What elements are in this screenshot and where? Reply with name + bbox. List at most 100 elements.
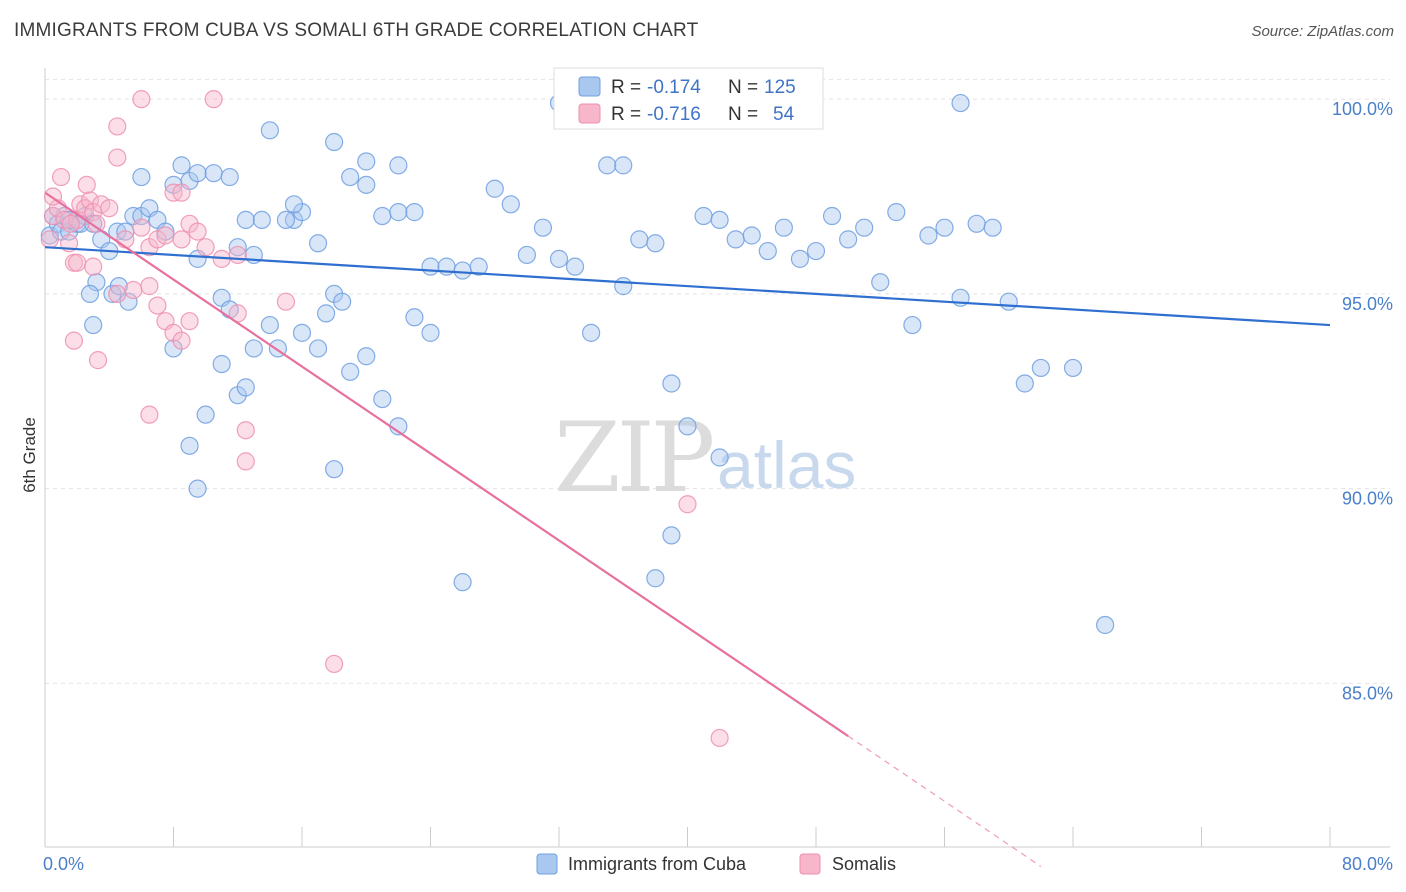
- point-cuba: [421, 323, 440, 342]
- point-somali: [40, 230, 59, 249]
- point-somali: [140, 405, 159, 424]
- point-cuba: [582, 323, 601, 342]
- point-cuba: [84, 315, 103, 335]
- point-somali: [108, 284, 127, 304]
- point-cuba: [260, 121, 279, 140]
- point-cuba: [333, 292, 352, 311]
- data-points: [40, 90, 1115, 748]
- point-cuba: [887, 203, 906, 222]
- point-cuba: [710, 210, 729, 230]
- point-cuba: [421, 257, 440, 276]
- point-somali: [116, 230, 135, 249]
- point-somali: [68, 253, 87, 272]
- point-cuba: [453, 261, 472, 280]
- point-somali: [276, 292, 296, 311]
- point-cuba: [244, 339, 263, 358]
- point-cuba: [132, 167, 151, 187]
- point-cuba: [662, 526, 681, 545]
- point-cuba: [469, 257, 488, 276]
- point-somali: [84, 257, 103, 276]
- stats-n-value-somali: 54: [773, 104, 795, 125]
- point-cuba: [614, 156, 633, 175]
- point-cuba: [292, 323, 312, 342]
- point-somali: [236, 452, 255, 471]
- y-tick-label: 90.0%: [1342, 489, 1393, 509]
- point-cuba: [1031, 358, 1050, 378]
- point-cuba: [967, 214, 986, 233]
- point-somali: [80, 191, 100, 210]
- point-cuba: [212, 354, 231, 374]
- point-cuba: [325, 460, 344, 479]
- legend-label-cuba: Immigrants from Cuba: [568, 854, 747, 874]
- point-somali: [100, 199, 119, 218]
- point-somali: [180, 312, 199, 331]
- point-cuba: [172, 156, 191, 175]
- point-cuba: [405, 203, 424, 222]
- chart-title: IMMIGRANTS FROM CUBA VS SOMALI 6TH GRADE…: [14, 20, 699, 41]
- point-cuba: [357, 152, 376, 171]
- y-tick-label: 100.0%: [1332, 99, 1393, 119]
- trend-line-cuba: [44, 246, 1331, 327]
- point-cuba: [389, 203, 408, 222]
- point-cuba: [260, 315, 279, 335]
- point-somali: [196, 238, 215, 257]
- point-somali: [77, 175, 96, 194]
- point-cuba: [678, 417, 697, 436]
- legend-swatch-somali: [799, 853, 821, 875]
- point-cuba: [357, 175, 376, 194]
- point-somali: [204, 90, 223, 109]
- point-cuba: [196, 405, 215, 424]
- watermark-zip: ZIP: [554, 402, 713, 514]
- point-somali: [678, 495, 697, 514]
- point-cuba: [405, 308, 424, 327]
- point-somali: [132, 90, 151, 109]
- point-cuba: [935, 218, 954, 237]
- point-cuba: [341, 362, 360, 381]
- y-tick-label: 85.0%: [1342, 683, 1393, 703]
- legend-label-somali: Somalis: [832, 854, 896, 874]
- point-cuba: [252, 210, 271, 230]
- point-cuba: [389, 156, 408, 175]
- point-cuba: [919, 226, 938, 245]
- point-cuba: [357, 347, 376, 366]
- stats-n-label-somali: N =: [728, 104, 758, 125]
- stats-r-value-cuba: -0.174: [647, 77, 701, 98]
- point-cuba: [839, 230, 858, 249]
- point-cuba: [983, 218, 1002, 237]
- point-cuba: [598, 156, 617, 175]
- point-cuba: [646, 234, 665, 253]
- point-somali: [228, 245, 247, 265]
- legend-swatch-cuba: [536, 853, 558, 875]
- point-cuba: [325, 132, 344, 152]
- point-cuba: [1063, 358, 1083, 378]
- point-somali: [148, 296, 167, 315]
- point-cuba: [308, 234, 328, 253]
- point-somali: [108, 148, 127, 167]
- stats-swatch-cuba: [578, 76, 601, 97]
- point-cuba: [758, 241, 777, 261]
- point-cuba: [549, 249, 569, 268]
- point-somali: [188, 222, 207, 241]
- watermark: ZIP atlas: [554, 402, 856, 514]
- point-cuba: [284, 195, 304, 214]
- point-cuba: [236, 210, 255, 230]
- point-cuba: [276, 210, 296, 230]
- stats-legend-box: R = -0.174 N = 125 R = -0.716 N = 54: [553, 67, 824, 130]
- point-cuba: [341, 167, 360, 187]
- point-cuba: [236, 378, 255, 397]
- point-somali: [61, 214, 80, 233]
- point-cuba: [710, 448, 729, 467]
- point-cuba: [903, 315, 922, 335]
- point-somali: [108, 117, 127, 136]
- point-somali: [132, 218, 151, 237]
- stats-n-label-cuba: N =: [728, 77, 758, 98]
- x-tick-label-min: 0.0%: [43, 854, 84, 874]
- point-cuba: [485, 179, 504, 198]
- point-cuba: [1015, 374, 1034, 393]
- point-cuba: [220, 167, 239, 187]
- point-cuba: [630, 230, 649, 249]
- y-axis-label: 6th Grade: [20, 417, 39, 493]
- trend-line-somali: [44, 191, 849, 737]
- point-cuba: [188, 479, 207, 498]
